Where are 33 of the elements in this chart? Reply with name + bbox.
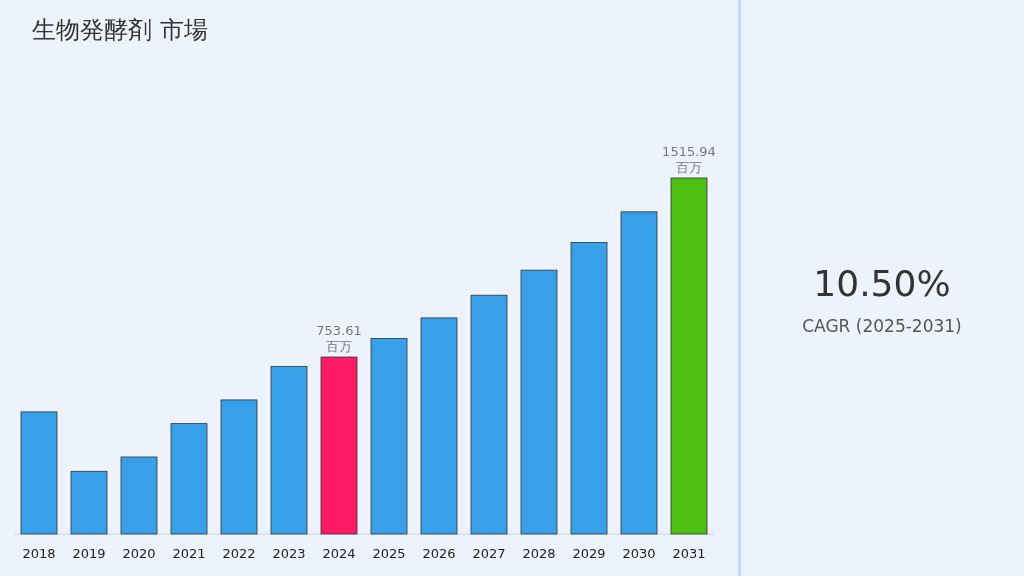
- bar: [20, 411, 58, 535]
- x-tick-label: 2024: [322, 546, 356, 561]
- bar: [120, 456, 158, 535]
- x-tick-label: 2020: [122, 546, 156, 561]
- bar: [570, 242, 608, 535]
- x-tick-label: 2025: [372, 546, 406, 561]
- data-label: 1515.94 百万: [662, 144, 716, 175]
- bar: [670, 177, 708, 535]
- bar: [170, 423, 208, 535]
- x-tick-label: 2018: [22, 546, 56, 561]
- bar: [320, 356, 358, 535]
- x-tick-label: 2028: [522, 546, 556, 561]
- x-tick-label: 2022: [222, 546, 256, 561]
- x-tick-label: 2029: [572, 546, 606, 561]
- bar: [420, 317, 458, 535]
- text: CAGR (2025-2031): [802, 316, 962, 336]
- bar: [620, 211, 658, 535]
- text: 10.50%: [813, 263, 951, 304]
- bar: [370, 338, 408, 535]
- bar: [70, 470, 108, 535]
- x-tick-label: 2026: [422, 546, 456, 561]
- x-tick-label: 2023: [272, 546, 306, 561]
- data-label: 753.61 百万: [316, 323, 362, 355]
- x-tick-label: 2021: [172, 546, 206, 561]
- chart-title: 生物発酵剤 市場: [32, 16, 208, 44]
- bar: [470, 294, 508, 535]
- x-tick-label: 2030: [622, 546, 656, 561]
- x-tick-label: 2031: [672, 546, 706, 561]
- x-tick-label: 2019: [72, 546, 106, 561]
- bar: [520, 269, 558, 535]
- bar: [270, 366, 308, 535]
- bar: [220, 399, 258, 535]
- x-tick-label: 2027: [472, 546, 506, 561]
